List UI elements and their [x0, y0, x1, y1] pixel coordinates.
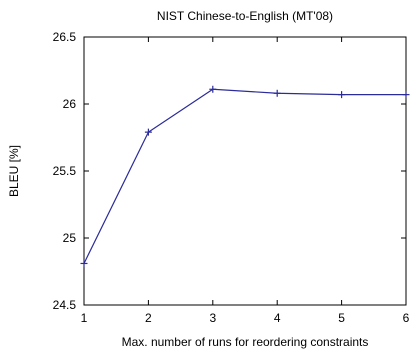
y-tick-label: 26.5: [53, 30, 77, 44]
series-line: [83, 88, 406, 264]
series-layer: [80, 85, 410, 267]
y-tick-label: 24.5: [53, 298, 77, 312]
x-tick-label: 6: [403, 311, 410, 325]
data-point-marker: [209, 85, 217, 93]
data-point-marker: [273, 89, 281, 97]
x-axis-label: Max. number of runs for reordering const…: [122, 335, 369, 349]
y-tick-label: 26: [63, 97, 77, 111]
y-axis-label: BLEU [%]: [7, 145, 21, 197]
data-point-marker: [144, 128, 152, 136]
data-point-marker: [80, 259, 88, 267]
x-axis: 1 2 3 4 5 6: [81, 37, 410, 325]
y-axis: 24.5 25 25.5 26 26.5: [53, 30, 406, 312]
x-tick-label: 2: [145, 311, 152, 325]
chart-title: NIST Chinese-to-English (MT'08): [157, 9, 333, 23]
x-tick-label: 5: [338, 311, 345, 325]
plot-frame: [83, 36, 407, 306]
data-point-marker: [338, 91, 346, 99]
x-tick-label: 1: [81, 311, 88, 325]
y-tick-label: 25.5: [53, 164, 77, 178]
x-tick-label: 3: [209, 311, 216, 325]
y-tick-label: 25: [63, 231, 77, 245]
x-tick-label: 4: [274, 311, 281, 325]
data-point-marker: [402, 91, 410, 99]
